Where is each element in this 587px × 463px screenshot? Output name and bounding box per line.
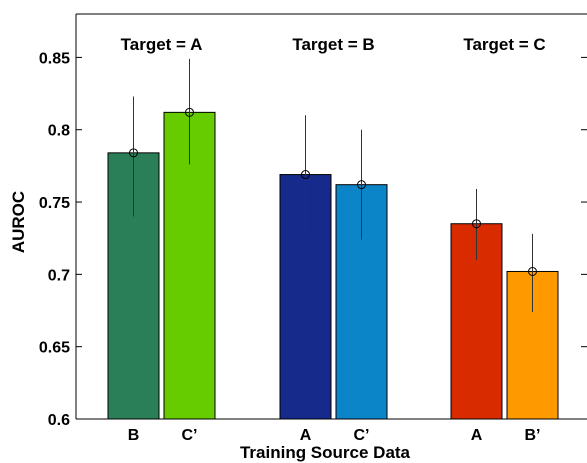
x-tick-label: C’ [182,427,198,444]
mean-marker [185,107,194,117]
y-tick-label: 0.85 [39,50,70,67]
group-title: Target = A [121,35,203,54]
y-tick-label: 0.75 [39,195,70,212]
y-tick-label: 0.6 [48,412,70,429]
y-tick-label: 0.8 [48,123,70,140]
bars-layer [107,111,559,420]
mean-marker [472,219,481,229]
y-tick-label: 0.65 [39,340,70,357]
x-axis-title: Training Source Data [240,443,411,462]
y-tick-label: 0.7 [48,267,70,284]
x-tick-label: A [300,427,312,444]
x-tick-label: B’ [525,427,541,444]
mean-marker [129,148,138,158]
y-axis-title: AUROC [9,191,28,253]
mean-marker [301,170,310,180]
x-tick-label: C’ [354,427,370,444]
x-tick-label: A [471,427,483,444]
group-title: Target = B [292,35,374,54]
labels-layer: 0.6 0.65 0.7 0.75 0.8 0.85 Target = A B C’ Target… [39,35,546,444]
x-tick-label: B [128,427,140,444]
mean-marker [357,180,366,190]
error-bars-layer [129,58,537,312]
group-title: Target = C [463,35,545,54]
mean-marker [528,266,537,276]
bar [107,152,160,420]
